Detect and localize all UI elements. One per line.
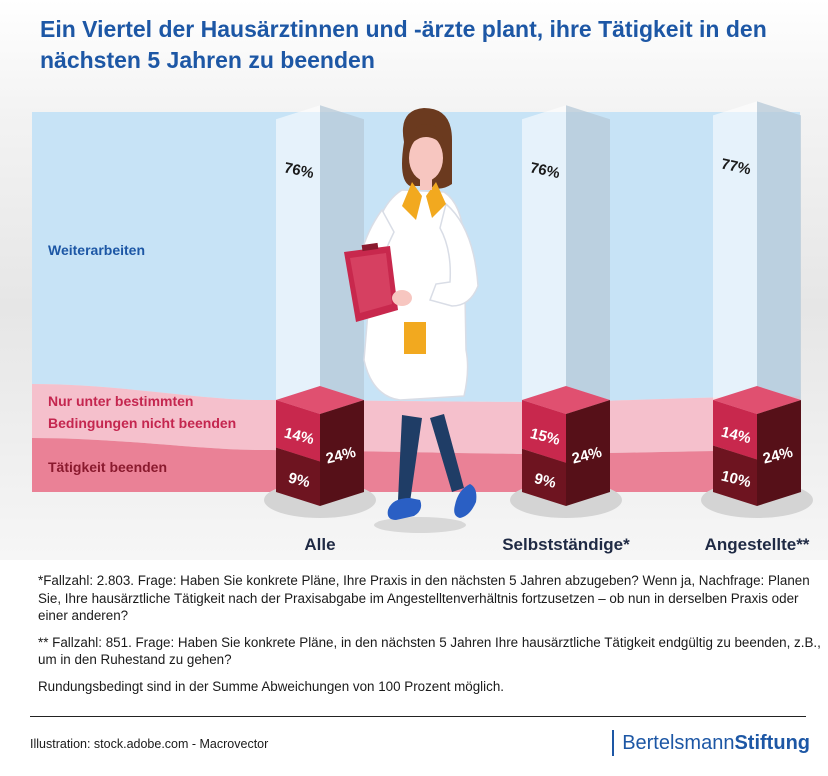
data-label-stop: 10% bbox=[719, 468, 752, 492]
data-label-continue: 76% bbox=[528, 159, 561, 182]
doctor-illustration bbox=[344, 108, 479, 533]
band-label-conditional-2: Bedingungen nicht beenden bbox=[48, 415, 236, 431]
logo-text-part1: Bertelsmann bbox=[622, 731, 735, 754]
bar-continue-front bbox=[522, 105, 566, 400]
bar-stop bbox=[276, 447, 320, 506]
columns: 76% 14% 9% 24% Alle 76% 15% 9% 24% Selbstständige… bbox=[264, 101, 813, 554]
data-label-conditional: 14% bbox=[719, 424, 752, 448]
footnote-3: Rundungsbedingt sind in der Summe Abweic… bbox=[38, 678, 504, 694]
bar-continue-front bbox=[276, 105, 320, 400]
footnote-2: ** Fallzahl: 851. Frage: Haben Sie konkr… bbox=[38, 634, 821, 668]
data-label-total: 24% bbox=[570, 444, 603, 468]
footnote-1: *Fallzahl: 2.803. Frage: Haben Sie konkr… bbox=[38, 573, 810, 623]
category-label: Selbstständige* bbox=[502, 535, 630, 554]
bar-total bbox=[566, 400, 610, 506]
footnotes: *Fallzahl: 2.803. Frage: Haben Sie konkr… bbox=[38, 572, 823, 704]
data-label-stop: 9% bbox=[533, 470, 558, 492]
band-label-conditional-1: Nur unter bestimmten bbox=[48, 393, 193, 409]
bar-total bbox=[320, 400, 364, 506]
bar-stop bbox=[522, 448, 566, 506]
illustration-credit: Illustration: stock.adobe.com - Macrovec… bbox=[30, 737, 269, 751]
bertelsmann-stiftung-logo: BertelsmannStiftung bbox=[612, 730, 810, 756]
chart: Weiterarbeiten Nur unter bestimmten Bedi… bbox=[32, 101, 813, 554]
separator bbox=[30, 716, 806, 717]
logo-text-part2: Stiftung bbox=[734, 731, 810, 754]
data-label-conditional: 15% bbox=[528, 425, 561, 449]
bar-continue-side bbox=[320, 105, 364, 400]
bar-continue-side bbox=[757, 101, 801, 401]
category-label: Angestellte** bbox=[705, 535, 810, 554]
bar-stop bbox=[713, 445, 757, 506]
page-title: Ein Viertel der Hausärztinnen und -ärzte… bbox=[40, 16, 767, 73]
bar-continue-front bbox=[713, 101, 757, 401]
category-label: Alle bbox=[304, 535, 335, 554]
data-label-stop: 9% bbox=[287, 470, 312, 492]
band-label-stop: Tätigkeit beenden bbox=[48, 459, 167, 475]
data-label-total: 24% bbox=[761, 444, 794, 468]
band-label-continue: Weiterarbeiten bbox=[48, 242, 145, 258]
bar-conditional bbox=[713, 400, 757, 460]
data-label-continue: 76% bbox=[282, 159, 315, 182]
data-label-conditional: 14% bbox=[282, 424, 315, 448]
logo-bar bbox=[612, 730, 615, 756]
data-label-total: 24% bbox=[324, 444, 357, 468]
data-label-continue: 77% bbox=[719, 156, 752, 179]
bar-conditional bbox=[276, 400, 320, 462]
bar-conditional bbox=[522, 400, 566, 463]
bar-total bbox=[757, 400, 801, 506]
bar-continue-side bbox=[566, 105, 610, 400]
